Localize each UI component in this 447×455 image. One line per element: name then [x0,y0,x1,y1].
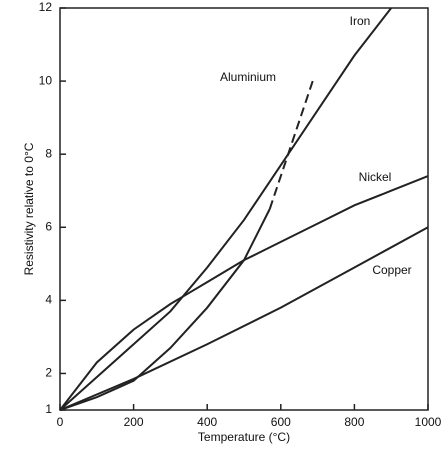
x-tick-label: 600 [271,415,291,429]
y-tick-label: 10 [39,73,53,87]
x-tick-label: 0 [57,415,64,429]
line [59,226,429,411]
series-label: Iron [350,14,371,28]
y-tick-label: 1 [45,402,52,416]
x-tick-label: 800 [344,415,364,429]
series-label: Copper [372,263,411,277]
y-tick-label: 8 [45,146,52,160]
y-tick-label: 12 [39,0,53,14]
y-tick-label: 6 [45,219,52,233]
series-label: Aluminium [220,70,276,84]
line [59,208,271,411]
x-tick-label: 400 [197,415,217,429]
x-tick-label: 1000 [415,415,442,429]
plot-frame [59,7,429,411]
line [59,7,392,411]
line [268,77,315,210]
x-axis-label: Temperature (°C) [198,430,290,444]
y-axis-label: Resistivity relative to 0°C [22,142,36,275]
y-tick-label: 4 [45,293,52,307]
line [59,175,429,411]
y-tick-label: 2 [45,366,52,380]
x-tick-label: 200 [124,415,144,429]
series-label: Nickel [359,170,392,184]
